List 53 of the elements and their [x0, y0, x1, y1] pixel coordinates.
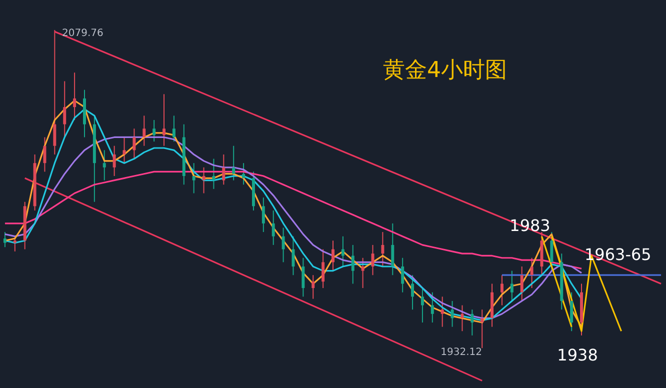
candlestick [212, 158, 216, 190]
candlestick [152, 120, 156, 142]
candlestick [460, 304, 464, 332]
candlestick [411, 274, 414, 310]
candlestick [371, 244, 374, 276]
candlestick [202, 166, 206, 194]
candlestick [401, 257, 404, 293]
candlestick [192, 162, 196, 194]
candlestick [430, 292, 434, 324]
candlestick [530, 257, 534, 289]
candlestick [312, 274, 315, 300]
candlestick [102, 150, 106, 181]
candlestick [132, 128, 136, 160]
candlestick [470, 309, 474, 336]
candlestick [63, 80, 66, 138]
candlestick [13, 236, 16, 252]
candlestick [570, 292, 574, 332]
candlestick [500, 274, 504, 306]
candlestick [361, 257, 364, 289]
candlestick [420, 288, 424, 324]
candlestick [242, 162, 246, 186]
candlestick [510, 270, 514, 302]
text: 黄金4小时图 [383, 58, 507, 83]
candlestick [142, 115, 146, 146]
candlestick [43, 136, 46, 172]
candlestick [3, 232, 6, 248]
candlestick [162, 94, 166, 146]
candlestick [520, 266, 524, 302]
candlestick [450, 300, 454, 328]
candlestick [550, 232, 554, 272]
candlestick [262, 197, 265, 233]
annotation: 1932.12 [440, 347, 482, 358]
candlestick [172, 115, 176, 142]
candlestick [272, 210, 275, 246]
candlestick [112, 145, 116, 177]
candlestick [302, 257, 305, 298]
annotation: 1938 [557, 345, 598, 364]
candlestick [341, 236, 344, 267]
candlestick [440, 296, 444, 328]
candlestick [282, 227, 285, 263]
candlestick [322, 248, 325, 289]
candlestick [222, 154, 226, 186]
annotation: 2079.76 [62, 28, 104, 39]
candlestick [332, 240, 334, 272]
candlestick [232, 145, 236, 181]
candlestick [292, 236, 295, 276]
candlestick [73, 72, 76, 120]
candlestick [480, 309, 484, 349]
candlestick [351, 244, 354, 284]
candlestick [53, 30, 56, 155]
candlestick [381, 232, 384, 267]
annotation: 1963-65 [584, 245, 652, 264]
candlestick [391, 222, 394, 276]
